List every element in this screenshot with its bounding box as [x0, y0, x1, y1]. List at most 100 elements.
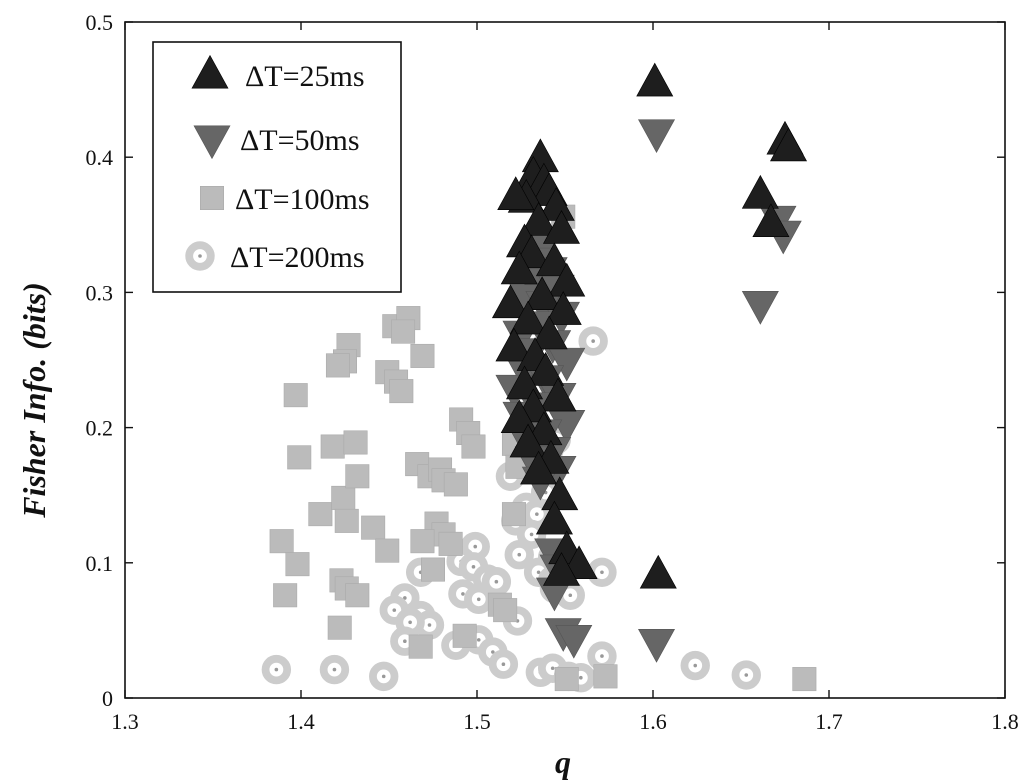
data-point: [554, 667, 579, 692]
y-tick-label: 0: [102, 686, 113, 711]
data-point-center: [408, 620, 412, 625]
legend-entry: ΔT=25ms: [191, 54, 365, 93]
data-point: [535, 500, 573, 535]
x-tick-label: 1.3: [111, 709, 139, 734]
data-point: [461, 434, 486, 459]
data-point-center: [403, 596, 407, 600]
data-point: [527, 352, 565, 386]
data-point: [542, 210, 580, 244]
data-point: [408, 634, 433, 659]
data-point-center: [476, 638, 481, 642]
data-point: [273, 583, 298, 608]
data-point-center: [332, 667, 337, 672]
data-point: [501, 502, 526, 527]
data-point: [345, 583, 370, 608]
legend: ΔT=25ms ΔT=50ms ΔT=100ms ΔT=200ms: [152, 41, 402, 293]
data-point: [452, 623, 477, 648]
data-point: [500, 250, 538, 285]
data-point: [638, 119, 676, 154]
y-tick-label: 0.1: [86, 551, 114, 576]
data-point: [420, 557, 445, 582]
data-point: [530, 315, 568, 350]
legend-label: ΔT=25ms: [245, 60, 365, 93]
data-point: [345, 464, 370, 489]
data-point: [308, 502, 333, 527]
data-point-center: [473, 544, 478, 549]
x-axis-title: q: [555, 744, 571, 780]
legend-label: ΔT=50ms: [240, 124, 360, 157]
x-tick-label: 1.7: [815, 709, 843, 734]
data-point: [443, 472, 468, 497]
data-point: [361, 515, 386, 540]
data-point-center: [550, 666, 555, 671]
data-point-center: [403, 639, 407, 644]
y-tick-label: 0.5: [86, 10, 114, 35]
data-point: [509, 423, 547, 458]
data-point: [375, 538, 400, 563]
data-point: [410, 343, 435, 368]
data-point: [285, 552, 310, 577]
data-point: [638, 629, 676, 663]
data-point: [343, 430, 368, 455]
data-point-center: [461, 592, 465, 596]
x-tick-label: 1.4: [287, 709, 315, 734]
data-point-center: [693, 663, 698, 668]
data-point-center: [600, 654, 604, 658]
data-point-center: [744, 673, 749, 677]
legend-entry: ΔT=100ms: [200, 183, 370, 216]
x-tick-label: 1.6: [639, 709, 667, 734]
legend-label: ΔT=200ms: [230, 241, 365, 274]
y-axis-title: Fisher Info. (bits): [16, 282, 52, 519]
legend-marker-triangle-down: [193, 125, 231, 160]
data-point-center: [198, 254, 202, 258]
data-point: [491, 284, 529, 319]
data-point-center: [536, 570, 541, 575]
data-point: [327, 615, 352, 640]
data-point: [325, 353, 350, 378]
data-point: [410, 529, 435, 554]
data-point: [391, 319, 416, 344]
legend-marker-triangle-up: [191, 54, 229, 89]
data-point: [544, 291, 582, 325]
x-tick-label: 1.5: [463, 709, 491, 734]
data-point-center: [535, 512, 539, 516]
legend-label: ΔT=100ms: [235, 183, 370, 216]
data-point: [287, 445, 312, 470]
data-point: [334, 508, 359, 533]
data-point-center: [381, 674, 386, 679]
y-tick-label: 0.2: [86, 416, 114, 441]
legend-entry: ΔT=50ms: [193, 124, 360, 160]
data-point: [752, 203, 790, 237]
data-point: [509, 300, 547, 335]
data-point: [523, 276, 561, 310]
data-point: [548, 262, 586, 297]
data-series: [261, 62, 817, 693]
y-axis: 0 0.1 0.2 0.3 0.4 0.5: [86, 10, 1005, 711]
y-tick-label: 0.3: [86, 280, 114, 305]
legend-entry: ΔT=200ms: [185, 241, 365, 274]
legend-marker-square: [200, 186, 225, 211]
data-point: [770, 127, 808, 162]
data-point-center: [274, 667, 279, 672]
data-point: [269, 529, 294, 554]
data-point: [389, 379, 414, 404]
data-point: [497, 176, 535, 210]
data-point: [438, 531, 463, 556]
x-tick-label: 1.8: [991, 709, 1019, 734]
data-point-center: [568, 593, 573, 598]
data-point: [593, 664, 618, 689]
y-tick-label: 0.4: [86, 145, 114, 170]
data-point-center: [471, 565, 476, 569]
data-point: [520, 450, 558, 485]
data-point-center: [591, 339, 595, 343]
data-point: [535, 242, 573, 277]
data-point-center: [501, 662, 506, 666]
data-point: [493, 598, 518, 623]
data-point-center: [491, 650, 495, 654]
data-point: [520, 201, 558, 236]
data-point-center: [494, 579, 499, 584]
data-point: [636, 62, 674, 97]
data-point: [555, 624, 593, 659]
data-point-center: [579, 675, 583, 680]
